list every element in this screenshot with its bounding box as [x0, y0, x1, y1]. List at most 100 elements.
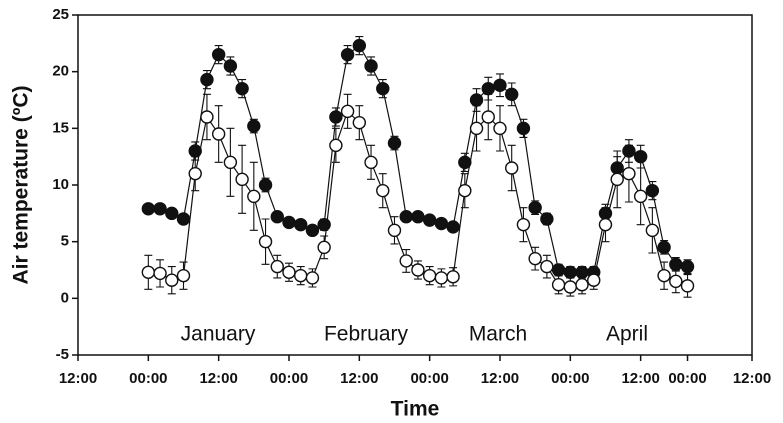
data-point: [165, 206, 179, 221]
data-point: [165, 273, 179, 287]
y-tick-label: -5: [56, 346, 69, 363]
data-point: [540, 259, 554, 274]
data-point: [633, 149, 648, 164]
data-point: [141, 265, 156, 279]
data-point: [680, 259, 695, 274]
data-point: [247, 189, 261, 204]
data-point: [434, 216, 449, 231]
data-point: [282, 215, 296, 230]
x-tick-label: 12:00: [199, 370, 237, 387]
data-point: [317, 240, 331, 255]
data-point: [387, 223, 402, 238]
data-point: [469, 93, 484, 107]
data-point: [657, 240, 671, 255]
data-point: [422, 268, 437, 283]
data-point: [575, 278, 589, 292]
data-point: [587, 273, 601, 287]
data-point: [305, 223, 320, 238]
x-tick-label: 00:00: [410, 370, 448, 387]
x-tick-label: 12:00: [481, 370, 519, 387]
data-point: [211, 47, 226, 62]
data-point: [176, 268, 191, 283]
data-point: [493, 121, 507, 136]
x-tick-label: 12:00: [733, 370, 771, 387]
y-tick-label: 0: [61, 289, 69, 306]
data-point: [422, 213, 437, 227]
data-point: [141, 202, 156, 216]
data-point: [528, 251, 542, 266]
data-point: [294, 268, 308, 283]
data-point: [434, 271, 449, 285]
data-point: [657, 268, 671, 283]
data-point: [340, 104, 355, 119]
data-point: [376, 81, 390, 96]
data-point: [282, 265, 296, 279]
data-point: [669, 274, 683, 289]
month-label: January: [181, 323, 256, 346]
data-point: [329, 138, 343, 153]
data-point: [680, 279, 695, 293]
data-point: [446, 270, 460, 284]
data-point: [153, 202, 167, 216]
x-axis-title: Time: [391, 398, 440, 421]
data-point: [516, 121, 531, 136]
x-tick-label: 12:00: [621, 370, 659, 387]
x-tick-label: 00:00: [129, 370, 167, 387]
data-point: [481, 81, 495, 96]
y-tick-label: 25: [52, 6, 69, 23]
y-tick-label: 15: [52, 119, 69, 136]
data-point: [340, 47, 355, 62]
y-tick-label: 10: [52, 176, 69, 193]
data-point: [211, 127, 226, 141]
data-point: [270, 210, 284, 224]
data-point: [270, 259, 284, 274]
data-point: [387, 136, 402, 150]
x-tick-label: 12:00: [340, 370, 378, 387]
data-point: [458, 155, 472, 170]
data-point: [153, 266, 167, 281]
x-tick-label: 12:00: [59, 370, 97, 387]
data-point: [399, 210, 413, 224]
data-point: [633, 189, 648, 204]
y-axis-title: Air temperature (ºC): [10, 85, 33, 284]
data-point: [329, 110, 343, 124]
data-point: [352, 38, 367, 53]
data-point: [669, 257, 683, 272]
data-point: [364, 155, 378, 170]
data-point: [446, 220, 460, 234]
x-tick-label: 00:00: [668, 370, 706, 387]
data-point: [411, 263, 425, 277]
data-point: [188, 166, 202, 181]
y-tick-label: 5: [61, 233, 69, 250]
data-point: [598, 217, 613, 232]
data-point: [551, 278, 566, 292]
data-point: [411, 210, 425, 224]
data-point: [505, 161, 519, 175]
data-point: [493, 78, 507, 92]
data-point: [235, 172, 249, 187]
month-label: April: [606, 323, 648, 346]
data-point: [235, 81, 249, 96]
data-point: [223, 59, 238, 73]
data-point: [610, 172, 624, 187]
data-point: [317, 217, 331, 232]
data-point: [223, 155, 238, 170]
data-point: [258, 178, 273, 192]
data-point: [563, 280, 578, 294]
data-point: [528, 200, 542, 215]
data-point: [200, 72, 214, 87]
data-point: [481, 110, 495, 124]
data-point: [645, 183, 660, 198]
month-label: February: [324, 323, 409, 346]
data-point: [352, 115, 367, 130]
data-point: [305, 271, 320, 285]
data-point: [551, 263, 566, 277]
data-point: [505, 87, 519, 102]
data-point: [563, 265, 578, 279]
data-point: [469, 121, 484, 136]
x-tick-label: 00:00: [270, 370, 308, 387]
data-point: [622, 166, 636, 181]
data-point: [176, 212, 191, 226]
